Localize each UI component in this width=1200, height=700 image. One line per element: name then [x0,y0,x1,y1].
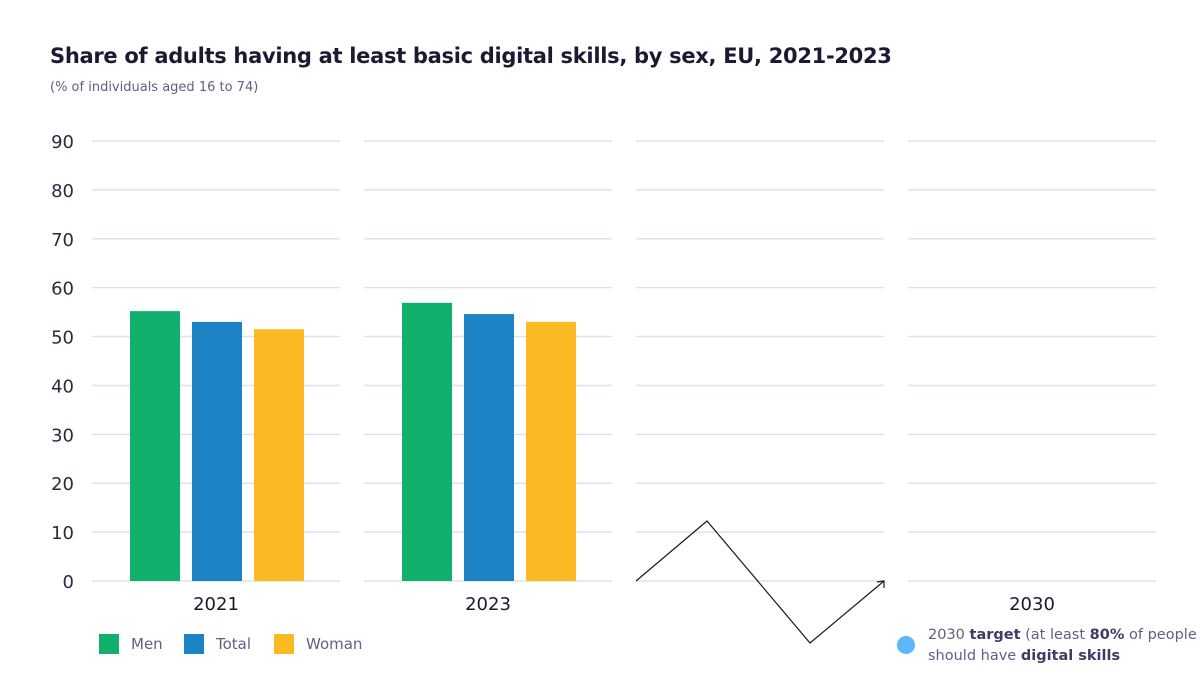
target-text-part: 80% [1089,627,1125,643]
y-tick-label: 30 [51,425,74,446]
legend-label: Total [216,635,252,653]
legend-swatch [274,634,294,654]
y-tick-label: 40 [51,376,74,397]
target-text-part: of people should have [928,627,1197,664]
legend-label: Woman [306,635,363,653]
chart-subtitle: (% of individuals aged 16 to 74) [50,80,259,95]
y-tick-label: 0 [63,572,74,593]
bar-men-2021 [130,311,180,581]
decorative-arrow-line [635,520,885,644]
y-tick-label: 50 [51,328,74,349]
target-text-part: 2030 [928,627,970,643]
y-tick-label: 10 [51,523,74,544]
target-annotation: 2030 target (at least 80% of people shou… [897,625,1198,667]
target-text-part: digital skills [1020,648,1121,664]
bar-woman-2021 [254,329,304,581]
arrowhead-icon [876,580,885,588]
chart-title: Share of adults having at least basic di… [50,44,892,68]
bar-total-2023 [464,314,514,581]
target-text-part: (at least [1020,627,1090,643]
y-tick-label: 60 [51,279,74,300]
bar-total-2021 [192,321,242,581]
legend-swatch [184,634,204,654]
bar-woman-2023 [526,321,576,581]
x-category-label: 2021 [193,594,239,615]
target-text: 2030 target (at least 80% of people shou… [928,627,1197,664]
legend-item-total: Total [184,634,251,654]
x-category-label: 2030 [1009,594,1055,615]
x-category-label: 2023 [465,594,511,615]
legend-label: Men [131,635,163,653]
y-tick-label: 20 [51,474,74,495]
y-tick-label: 70 [51,230,74,251]
y-tick-label: 80 [51,181,74,202]
legend-item-woman: Woman [274,634,362,654]
y-tick-label: 90 [51,132,74,153]
target-dot-icon [897,636,915,654]
bar-men-2023 [402,302,452,581]
legend-swatch [99,634,119,654]
target-text-part: target [969,627,1021,643]
legend-item-men: Men [99,634,163,654]
